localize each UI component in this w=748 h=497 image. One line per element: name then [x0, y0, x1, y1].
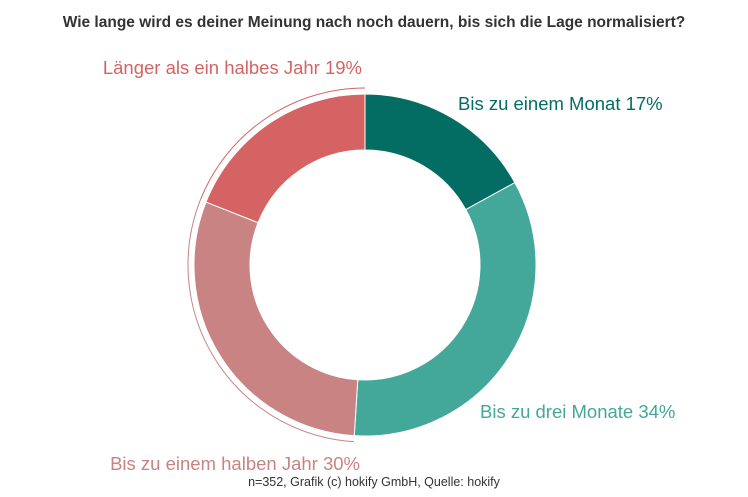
chart-source: n=352, Grafik (c) hokify GmbH, Quelle: h…: [248, 475, 500, 489]
donut-slice: [193, 201, 359, 437]
donut-slice: [205, 93, 366, 224]
slice-label: Bis zu drei Monate 34%: [480, 401, 675, 422]
donut-slice: [353, 181, 537, 437]
chart-title: Wie lange wird es deiner Meinung nach no…: [62, 14, 686, 31]
slice-bracket: [199, 87, 366, 201]
slice-label: Bis zu einem halben Jahr 30%: [110, 453, 360, 474]
slice-bracket: [187, 199, 354, 443]
slice-label: Bis zu einem Monat 17%: [458, 93, 663, 114]
slice-label: Länger als ein halbes Jahr 19%: [103, 57, 362, 78]
